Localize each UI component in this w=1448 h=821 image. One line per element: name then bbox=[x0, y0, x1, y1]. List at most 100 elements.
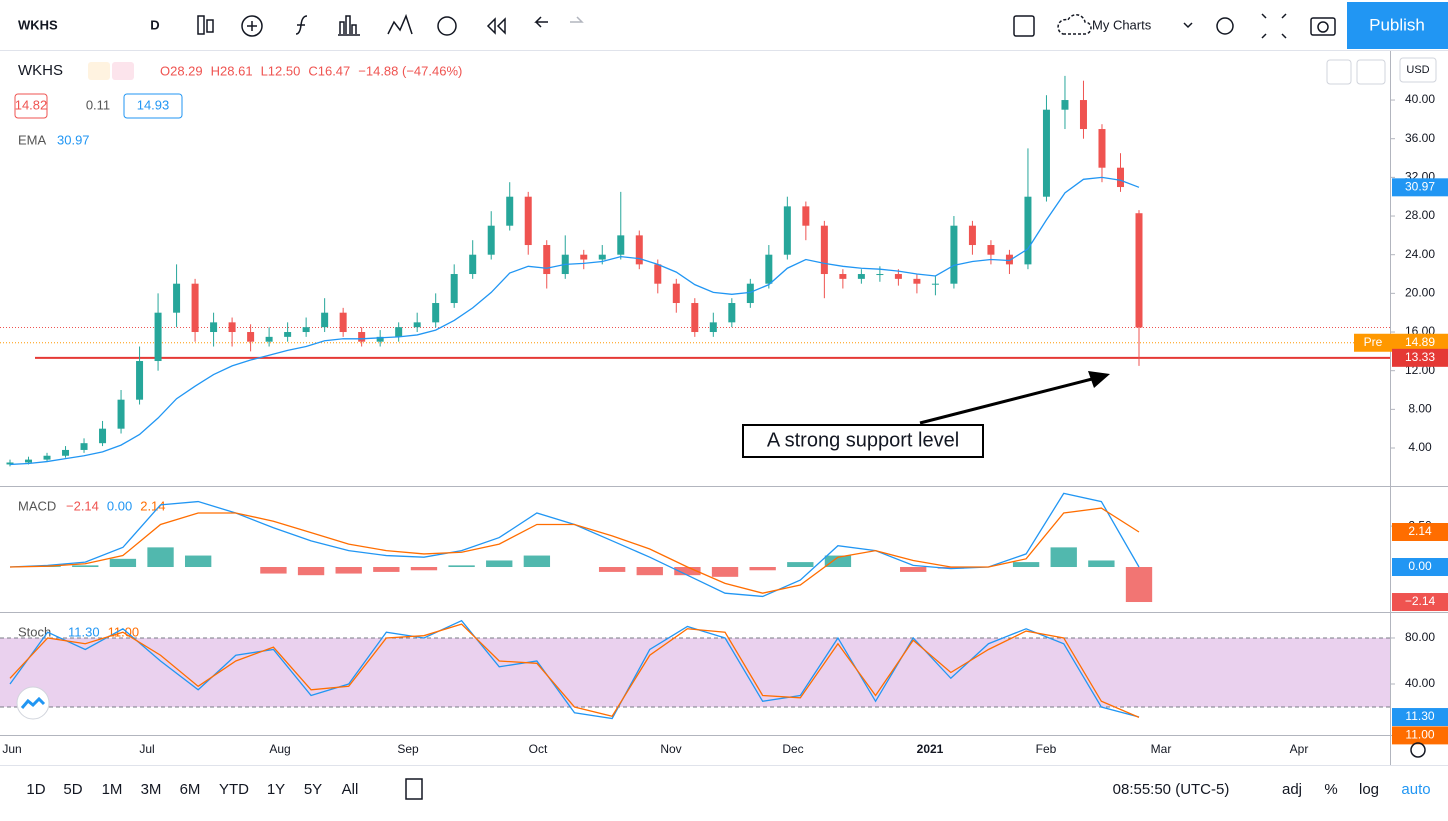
candle-body bbox=[1042, 109, 1050, 197]
redo-icon[interactable] bbox=[570, 16, 584, 23]
range-button[interactable]: 5D bbox=[63, 781, 82, 798]
price-badge-label: 13.33 bbox=[1405, 350, 1435, 364]
candle-icon[interactable] bbox=[206, 19, 214, 33]
compare-icon[interactable] bbox=[387, 13, 413, 35]
add-icon[interactable] bbox=[241, 15, 263, 37]
range-button[interactable]: 3M bbox=[141, 781, 162, 798]
range-button[interactable]: All bbox=[342, 781, 359, 798]
histogram-bar bbox=[1088, 560, 1115, 568]
price-badge-label: 30.97 bbox=[1405, 179, 1435, 193]
alert-icon[interactable] bbox=[437, 16, 457, 36]
candle-body bbox=[80, 443, 88, 450]
currency-box[interactable] bbox=[1399, 57, 1437, 83]
x-tick-label: Nov bbox=[660, 742, 681, 756]
spread: 0.11 bbox=[86, 97, 110, 112]
layout-icon[interactable] bbox=[1013, 15, 1035, 37]
currency[interactable]: USD bbox=[1406, 64, 1429, 76]
candle-body bbox=[376, 336, 384, 342]
candle-body bbox=[968, 225, 976, 246]
symbol[interactable]: WKHS bbox=[18, 17, 58, 32]
candle-body bbox=[25, 459, 33, 463]
my-charts[interactable]: My Charts bbox=[1092, 17, 1152, 32]
range-button[interactable]: 1D bbox=[26, 781, 45, 798]
histogram-bar bbox=[749, 567, 776, 571]
change: −14.88 (−47.46%) bbox=[358, 63, 462, 78]
range-button[interactable]: 1M bbox=[102, 781, 123, 798]
candle-body bbox=[1005, 254, 1013, 265]
histogram-bar bbox=[636, 567, 663, 576]
dropdown-icon[interactable] bbox=[1183, 22, 1193, 29]
histogram-bar bbox=[335, 567, 362, 574]
histogram-bar bbox=[410, 567, 438, 571]
snapshot-icon[interactable] bbox=[1317, 21, 1329, 33]
publish-button[interactable] bbox=[1347, 2, 1448, 49]
scale-option[interactable]: adj bbox=[1282, 781, 1302, 798]
candle-body bbox=[802, 206, 810, 226]
candle-body bbox=[931, 283, 939, 285]
candle-body bbox=[136, 361, 144, 400]
candle-body bbox=[117, 399, 125, 429]
templates-icon[interactable] bbox=[338, 15, 360, 36]
cloud-icon[interactable] bbox=[1057, 14, 1092, 35]
range-button[interactable]: 1Y bbox=[267, 781, 285, 798]
candle-body bbox=[265, 336, 273, 342]
candle-body bbox=[691, 303, 699, 333]
snapshot-icon[interactable] bbox=[1310, 17, 1336, 36]
candle-body bbox=[99, 428, 107, 444]
add-icon[interactable] bbox=[247, 21, 257, 31]
fx-icon[interactable] bbox=[295, 15, 308, 35]
candle-body bbox=[635, 235, 643, 265]
candle-body bbox=[709, 322, 717, 333]
axis-settings[interactable] bbox=[1410, 742, 1426, 758]
goto-date-icon[interactable] bbox=[405, 778, 423, 800]
price-badge-label: 14.89 bbox=[1405, 335, 1435, 349]
x-tick-label: Jul bbox=[139, 742, 154, 756]
range-button[interactable]: 5Y bbox=[304, 781, 322, 798]
publish-label[interactable]: Publish bbox=[1369, 15, 1425, 34]
x-tick-label: Sep bbox=[397, 742, 419, 756]
fullscreen-icon[interactable] bbox=[1261, 13, 1287, 39]
price-badge bbox=[1392, 593, 1448, 612]
y-tick-label: 28.00 bbox=[1405, 208, 1435, 222]
candle-body bbox=[469, 254, 477, 275]
histogram-bar bbox=[674, 567, 701, 576]
ask: 14.93 bbox=[137, 97, 170, 112]
histogram-bar bbox=[711, 567, 739, 577]
scale-option[interactable]: log bbox=[1359, 781, 1379, 798]
y-tick-label: 4.00 bbox=[1408, 440, 1432, 454]
stoch-band bbox=[0, 637, 1390, 708]
candle-body bbox=[617, 235, 625, 255]
range-button[interactable]: YTD bbox=[219, 781, 249, 798]
replay-icon[interactable] bbox=[486, 17, 506, 35]
ohlc-value: O28.29 bbox=[160, 63, 203, 78]
candle-body bbox=[987, 245, 995, 255]
candle-body bbox=[154, 312, 162, 362]
reset-button[interactable] bbox=[1356, 59, 1386, 85]
indicator-value: −2.14 bbox=[66, 498, 99, 513]
candle-body bbox=[358, 332, 366, 342]
range-button[interactable]: 6M bbox=[180, 781, 201, 798]
undo-icon[interactable] bbox=[534, 16, 548, 28]
x-tick-label: Aug bbox=[269, 742, 290, 756]
pre-tag bbox=[1354, 333, 1392, 352]
candle-body bbox=[1098, 129, 1106, 168]
price-badge-label: 11.30 bbox=[1405, 709, 1434, 723]
candle-icon[interactable] bbox=[197, 15, 205, 35]
settings-icon[interactable] bbox=[1216, 17, 1234, 35]
candle-body bbox=[876, 274, 884, 276]
ema-line bbox=[9, 176, 1140, 466]
scroll-button[interactable] bbox=[1326, 59, 1352, 85]
candle-body bbox=[228, 322, 236, 333]
ema-label: EMA bbox=[18, 132, 47, 147]
interval[interactable]: D bbox=[150, 17, 159, 32]
y-tick-label: 8.00 bbox=[1408, 402, 1432, 416]
annotation-arrowhead bbox=[1088, 371, 1110, 388]
clock: 08:55:50 (UTC-5) bbox=[1113, 781, 1230, 798]
candle-body bbox=[543, 245, 551, 275]
candle-body bbox=[950, 225, 958, 284]
indicator-value: 2.14 bbox=[140, 498, 165, 513]
scale-option[interactable]: auto bbox=[1401, 781, 1430, 798]
scale-option[interactable]: % bbox=[1324, 781, 1337, 798]
logo-mark bbox=[20, 696, 46, 709]
candle-body bbox=[765, 254, 773, 284]
